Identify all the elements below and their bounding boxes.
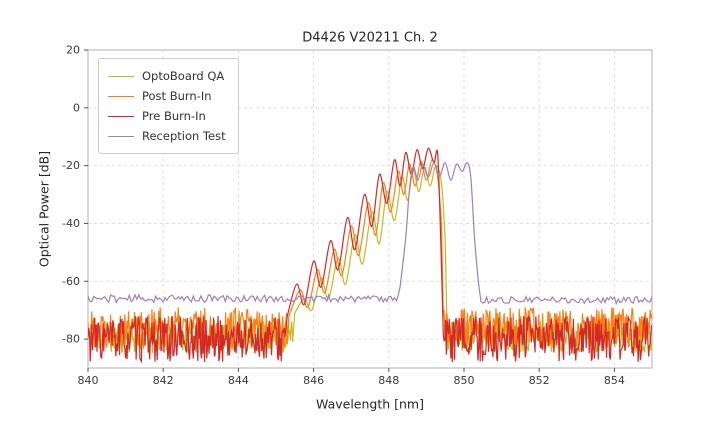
x-tick-label: 844	[228, 374, 249, 387]
y-tick-label: -20	[62, 159, 80, 172]
y-axis-label: Optical Power [dB]	[36, 150, 52, 268]
legend-line-swatch	[108, 95, 134, 97]
legend-line-swatch	[108, 115, 134, 117]
legend-label: Post Burn-In	[142, 89, 212, 103]
x-tick-label: 840	[78, 374, 99, 387]
legend-line-swatch	[108, 75, 134, 77]
chart-title: D4426 V20211 Ch. 2	[302, 30, 438, 46]
y-tick-label: 0	[73, 101, 80, 114]
legend-item-pre-burn-in: Pre Burn-In	[108, 106, 226, 126]
legend-label: Pre Burn-In	[142, 109, 206, 123]
legend-line-swatch	[108, 135, 134, 137]
x-tick-label: 846	[303, 374, 324, 387]
x-tick-label: 852	[529, 374, 550, 387]
legend-label: OptoBoard QA	[142, 69, 225, 83]
legend: OptoBoard QA Post Burn-In Pre Burn-In Recep…	[98, 58, 239, 154]
legend-label: Reception Test	[142, 129, 226, 143]
y-tick-label: -40	[62, 217, 80, 230]
legend-item-post-burn-in: Post Burn-In	[108, 86, 226, 106]
y-tick-label: -80	[62, 333, 80, 346]
axes-spines	[87, 49, 653, 369]
x-tick-label: 854	[604, 374, 625, 387]
x-tick-label: 850	[454, 374, 475, 387]
y-tick-label: -60	[62, 275, 80, 288]
x-axis-label: Wavelength [nm]	[316, 396, 424, 412]
y-tick-label: 20	[66, 44, 80, 57]
legend-item-reception-test: Reception Test	[108, 126, 226, 146]
plot-area	[88, 147, 652, 364]
x-tick-label: 842	[153, 374, 174, 387]
legend-item-optoboard-qa: OptoBoard QA	[108, 66, 226, 86]
series-line-reception-test	[88, 162, 652, 306]
x-tick-label: 848	[378, 374, 399, 387]
series-line-pre-burn-in	[88, 147, 652, 364]
series-line-post-burn-in	[88, 159, 652, 349]
